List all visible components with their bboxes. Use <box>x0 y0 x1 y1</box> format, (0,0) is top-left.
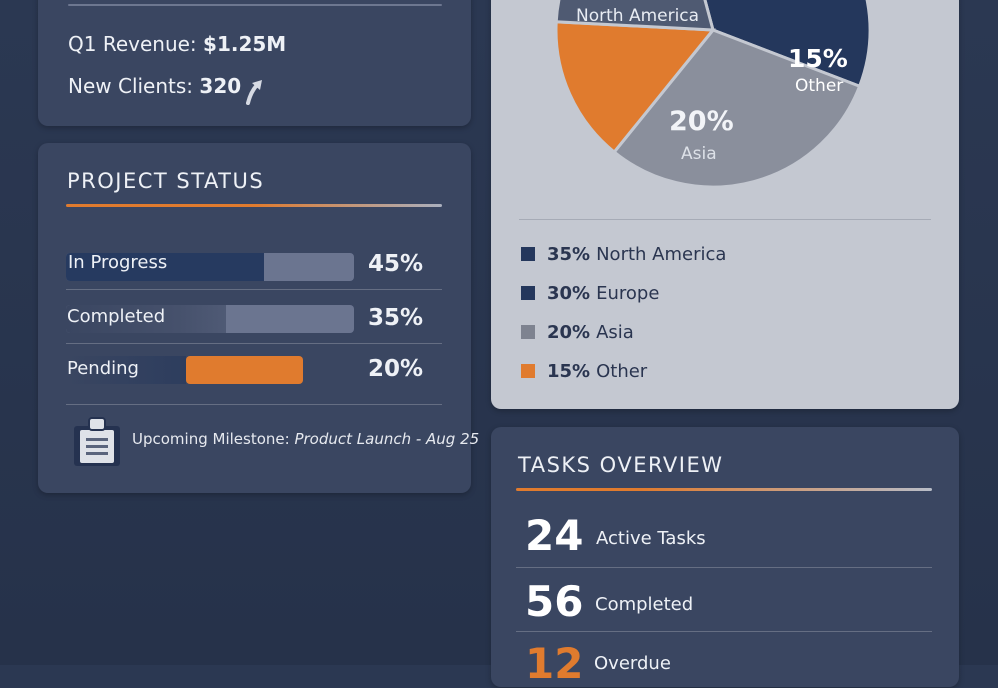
status-divider <box>66 404 442 405</box>
pie-slice-north-america <box>703 0 872 89</box>
legend-swatch <box>521 364 535 378</box>
legend-percent: 15% <box>547 361 591 382</box>
legend-percent: 35% <box>547 244 591 265</box>
revenue-kpi: Q1 Revenue: $1.25M <box>68 32 286 56</box>
legend-label: Europe <box>596 283 660 304</box>
tasks-overview-card: TASKS OVERVIEW 24 Active Tasks 56 Comple… <box>491 427 959 688</box>
active-tasks-count: 24 <box>525 511 584 560</box>
project-status-underline <box>66 204 442 207</box>
legend-divider <box>519 219 931 220</box>
pending-label: Pending <box>67 358 139 379</box>
pending-bar-track <box>186 356 303 384</box>
completed-label: Completed <box>67 306 166 327</box>
tasks-divider <box>516 631 932 632</box>
completed-tasks-label: Completed <box>595 594 694 615</box>
completed-tasks-count: 56 <box>525 577 584 626</box>
pie-slice-other <box>554 20 717 155</box>
pending-bar-fill <box>66 356 186 384</box>
legend-label: Asia <box>596 322 634 343</box>
active-tasks-label: Active Tasks <box>596 528 706 549</box>
tasks-overview-underline <box>516 488 932 491</box>
pie-label-other-pct: 15% <box>788 44 848 73</box>
overdue-tasks-label: Overdue <box>594 653 671 674</box>
region-pie-chart <box>554 0 872 189</box>
tasks-overview-title: TASKS OVERVIEW <box>518 453 724 477</box>
legend-label: North America <box>596 244 727 265</box>
milestone-prefix: Upcoming Milestone: <box>132 430 290 448</box>
status-divider <box>66 343 442 344</box>
in-progress-percent: 45% <box>367 251 423 277</box>
pie-label-asia-pct: 20% <box>669 106 734 137</box>
legend-item: 15% Other <box>521 361 647 382</box>
status-divider <box>66 289 442 290</box>
summary-card: Q1 Revenue: $1.25M New Clients: 320 <box>38 0 471 126</box>
completed-bar-fill <box>66 305 226 333</box>
tasks-divider <box>516 567 932 568</box>
in-progress-label: In Progress <box>68 252 168 273</box>
pie-label-north-america: North America <box>576 6 700 26</box>
clients-label: New Clients: <box>68 74 194 98</box>
milestone-text: Upcoming Milestone: Product Launch - Aug… <box>132 430 479 448</box>
legend-item: 20% Asia <box>521 322 634 343</box>
legend-label: Other <box>596 361 648 382</box>
revenue-label: Q1 Revenue: <box>68 32 197 56</box>
revenue-value: $1.25M <box>203 32 287 56</box>
clipboard-icon <box>74 417 120 466</box>
pending-percent: 20% <box>367 356 423 382</box>
in-progress-bar-fill <box>66 253 264 281</box>
completed-percent: 35% <box>367 305 423 331</box>
legend-item: 35% North America <box>521 244 726 265</box>
region-chart-card: North America 20% Asia 15% Other 35% Nort… <box>491 0 959 409</box>
legend-percent: 30% <box>547 283 591 304</box>
legend-swatch <box>521 325 535 339</box>
pie-slice-europe <box>612 28 862 189</box>
trend-up-icon <box>246 80 262 105</box>
pie-label-asia: Asia <box>681 144 717 164</box>
legend-swatch <box>521 247 535 261</box>
legend-item: 30% Europe <box>521 283 659 304</box>
overdue-tasks-count: 12 <box>525 639 584 688</box>
legend-percent: 20% <box>547 322 591 343</box>
legend-swatch <box>521 286 535 300</box>
clients-kpi: New Clients: 320 <box>68 74 241 98</box>
milestone-value: Product Launch - Aug 25 <box>294 430 480 448</box>
project-status-card: PROJECT STATUS In Progress 45% Completed… <box>38 143 479 493</box>
summary-divider <box>68 4 442 6</box>
clients-value: 320 <box>199 74 242 98</box>
pie-label-other: Other <box>795 76 844 96</box>
project-status-title: PROJECT STATUS <box>67 169 265 193</box>
pie-slice-asia <box>554 0 715 32</box>
